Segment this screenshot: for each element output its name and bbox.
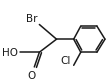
Text: Br: Br: [26, 15, 38, 24]
Text: HO: HO: [2, 48, 18, 58]
Text: Cl: Cl: [61, 56, 71, 66]
Text: O: O: [28, 71, 36, 81]
